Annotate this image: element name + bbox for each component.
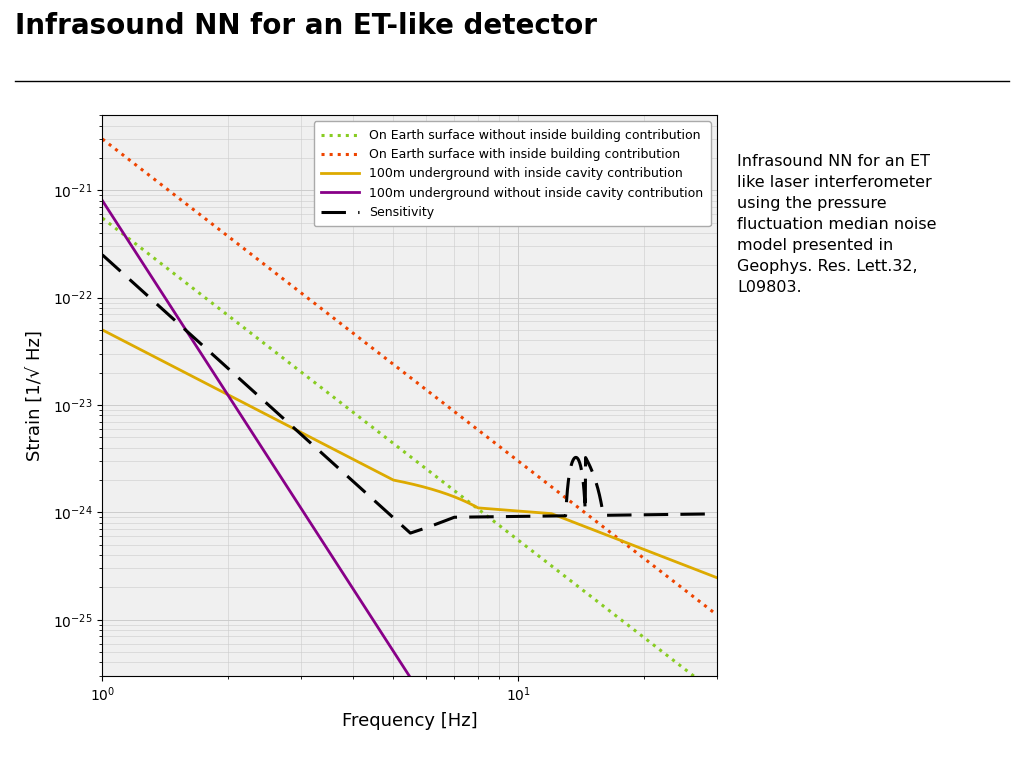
Text: Infrasound NN for an ET
like laser interferometer
using the pressure
fluctuation: Infrasound NN for an ET like laser inter… [737, 154, 937, 295]
Text: Infrasound NN for an ET-like detector: Infrasound NN for an ET-like detector [15, 12, 597, 40]
Y-axis label: Strain [1/√ Hz]: Strain [1/√ Hz] [27, 330, 45, 461]
Legend: On Earth surface without inside building contribution, On Earth surface with ins: On Earth surface without inside building… [314, 121, 711, 227]
Text: 11: 11 [966, 730, 993, 749]
X-axis label: Frequency [Hz]: Frequency [Hz] [342, 713, 477, 730]
Text: EGRAAL Meeting 10/01/2018: EGRAAL Meeting 10/01/2018 [372, 730, 652, 749]
